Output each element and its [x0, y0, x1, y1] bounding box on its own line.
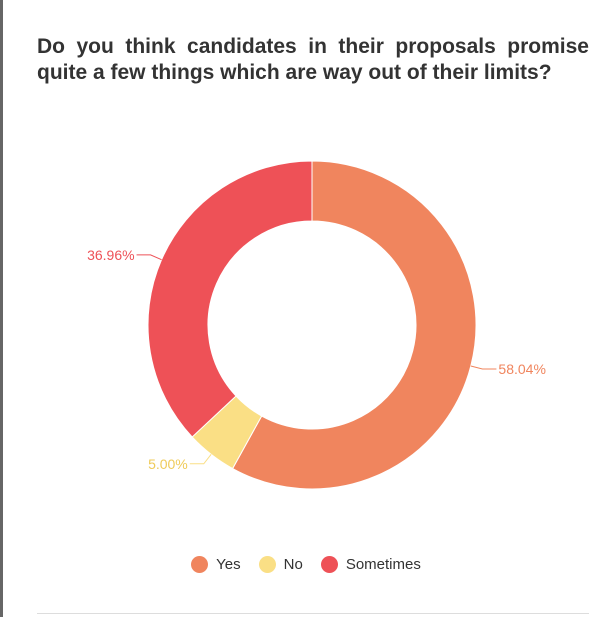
legend-label-sometimes: Sometimes — [345, 556, 421, 573]
left-border — [0, 0, 3, 617]
leader-lines-group — [136, 254, 497, 465]
legend-swatch-yes — [191, 556, 209, 573]
leader-line-sometimes — [136, 254, 162, 261]
legend-item-no[interactable]: No — [258, 556, 303, 573]
leader-line-no — [189, 454, 212, 465]
leader-line-yes — [470, 365, 497, 370]
legend-item-sometimes[interactable]: Sometimes — [320, 556, 421, 573]
legend-label-no: No — [283, 556, 303, 573]
slice-yes[interactable] — [231, 160, 477, 490]
bottom-divider — [37, 613, 589, 614]
chart-legend: Yes No Sometimes — [0, 556, 612, 573]
slices-group — [147, 160, 477, 490]
legend-swatch-no — [258, 556, 276, 573]
legend-label-yes: Yes — [216, 556, 241, 573]
legend-swatch-sometimes — [320, 556, 338, 573]
data-label-sometimes: 36.96% — [87, 247, 134, 263]
data-labels-group: 58.04% 5.00% 36.96% — [87, 247, 546, 472]
chart-title: Do you think candidates in their proposa… — [37, 35, 589, 84]
data-label-no: 5.00% — [148, 456, 188, 472]
legend-item-yes[interactable]: Yes — [191, 556, 241, 573]
slice-sometimes[interactable] — [147, 160, 313, 438]
data-label-yes: 58.04% — [498, 361, 545, 377]
